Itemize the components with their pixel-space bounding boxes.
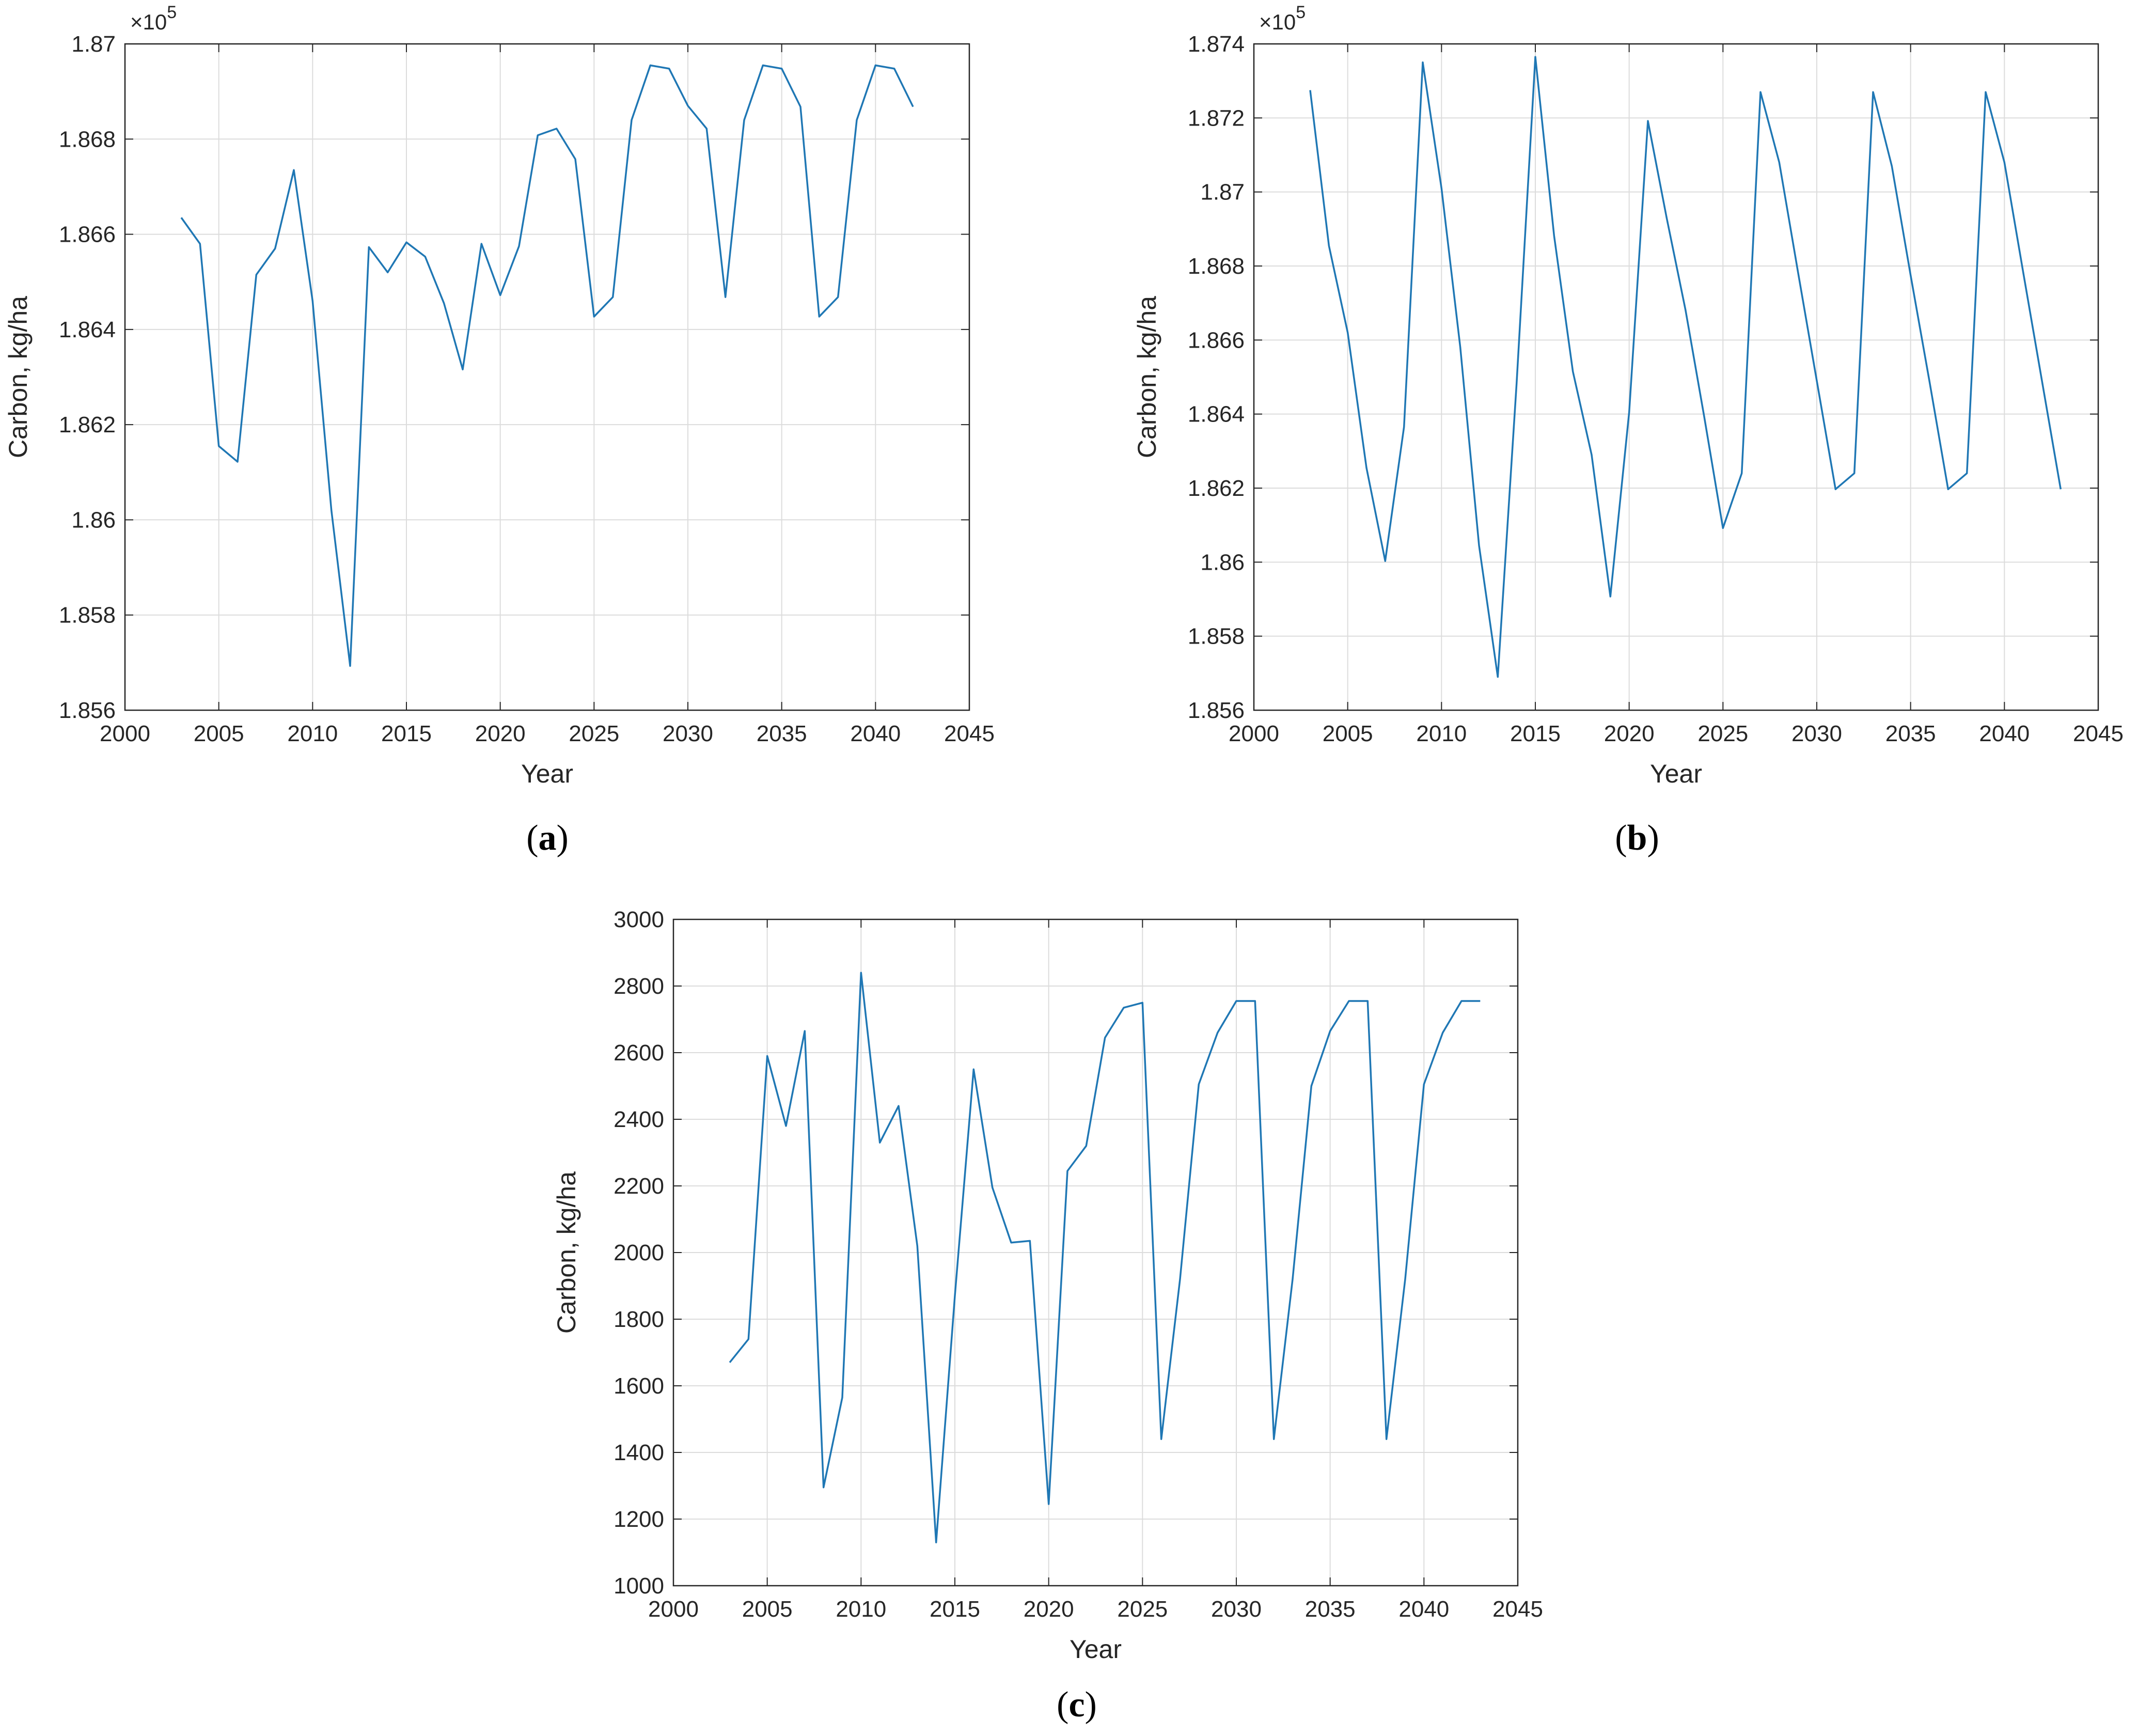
y-axis-label: Carbon, kg/ha — [4, 296, 33, 458]
y-tick-label: 1.856 — [59, 698, 116, 723]
x-tick-label: 2030 — [1211, 1597, 1262, 1622]
x-tick-label: 2015 — [381, 721, 432, 746]
y-tick-label: 2600 — [614, 1040, 664, 1066]
y-tick-label: 1.872 — [1188, 105, 1245, 131]
panel-label: (c) — [1057, 1685, 1097, 1725]
x-tick-label: 2010 — [1416, 721, 1467, 746]
y-tick-label: 2800 — [614, 974, 664, 999]
axes-box — [1253, 43, 2099, 711]
y-tick-label: 1.86 — [1200, 550, 1245, 575]
panel-label-letter: c — [1068, 1685, 1084, 1725]
y-tick-label: 1600 — [614, 1373, 664, 1399]
axis-exponent-power: 5 — [167, 3, 177, 22]
x-tick-label: 2045 — [2073, 721, 2124, 746]
panel-label-close: ) — [1647, 818, 1659, 858]
y-tick-label: 1800 — [614, 1307, 664, 1332]
y-tick-label: 3000 — [614, 907, 664, 932]
y-tick-label: 1.864 — [1188, 402, 1245, 427]
y-tick-label: 1.86 — [71, 507, 116, 533]
x-tick-label: 2025 — [1117, 1597, 1168, 1622]
y-tick-label: 1.862 — [59, 412, 116, 437]
panel-label-open: ( — [1615, 818, 1627, 858]
y-tick-label: 1.856 — [1188, 698, 1245, 723]
x-tick-label: 2015 — [1510, 721, 1561, 746]
x-tick-label: 2030 — [1791, 721, 1842, 746]
axis-exponent-base: ×10 — [1259, 10, 1296, 34]
y-tick-label: 1400 — [614, 1440, 664, 1465]
panel-c: 2000 2005 2010 2015 2020 2025 2030 2035 2040 2045… — [552, 907, 1543, 1725]
x-tick-label: 2010 — [836, 1597, 886, 1622]
y-tick-label: 1.858 — [1188, 624, 1245, 649]
panel-label-letter: a — [539, 818, 557, 858]
panel-label-open: ( — [526, 818, 538, 858]
x-axis-label: Year — [521, 759, 573, 788]
y-tick-label: 1.868 — [1188, 254, 1245, 279]
panel-label: (a) — [526, 818, 569, 858]
x-tick-label: 2010 — [287, 721, 338, 746]
y-tick-label: 1.87 — [71, 32, 116, 57]
x-tick-label: 2040 — [1979, 721, 2030, 746]
y-tick-label: 2400 — [614, 1107, 664, 1132]
axis-exponent-power: 5 — [1296, 3, 1306, 22]
x-tick-label: 2035 — [1305, 1597, 1356, 1622]
x-tick-label: 2015 — [930, 1597, 980, 1622]
x-tick-label: 2000 — [648, 1597, 699, 1622]
x-tick-label: 2005 — [1323, 721, 1373, 746]
y-tick-label: 1.866 — [59, 222, 116, 247]
panel-label-close: ) — [1085, 1685, 1097, 1725]
y-tick-label: 2000 — [614, 1240, 664, 1265]
plot-area — [125, 44, 969, 710]
x-tick-label: 2005 — [194, 721, 244, 746]
panel-label-open: ( — [1057, 1685, 1068, 1725]
y-tick-label: 1.874 — [1188, 32, 1245, 57]
y-tick-label: 1200 — [614, 1507, 664, 1532]
x-tick-label: 2005 — [742, 1597, 793, 1622]
x-tick-label: 2035 — [757, 721, 807, 746]
y-tick-label: 1000 — [614, 1573, 664, 1599]
x-tick-label: 2045 — [1492, 1597, 1543, 1622]
y-axis-label: Carbon, kg/ha — [552, 1171, 581, 1334]
x-tick-label: 2040 — [850, 721, 901, 746]
x-tick-label: 2000 — [1229, 721, 1279, 746]
series-line — [180, 64, 914, 667]
x-tick-label: 2035 — [1885, 721, 1936, 746]
panel-label-letter: b — [1627, 818, 1647, 858]
x-tick-label: 2045 — [944, 721, 995, 746]
axes-box — [672, 918, 1519, 1587]
axis-exponent-base: ×10 — [130, 10, 167, 34]
y-tick-label: 1.858 — [59, 603, 116, 628]
panel-label-close: ) — [557, 818, 569, 858]
y-tick-label: 1.866 — [1188, 327, 1245, 353]
y-tick-label: 1.868 — [59, 127, 116, 152]
x-tick-label: 2025 — [569, 721, 619, 746]
x-tick-label: 2030 — [663, 721, 713, 746]
x-tick-label: 2000 — [100, 721, 150, 746]
panel-label: (b) — [1615, 818, 1659, 858]
axis-exponent: ×105 — [1259, 3, 1306, 34]
x-tick-label: 2020 — [475, 721, 526, 746]
panel-a: 2000 2005 2010 2015 2020 2025 2030 2035 2040 2045… — [4, 3, 995, 858]
panel-b: 2000 2005 2010 2015 2020 2025 2030 2035 2040 2045… — [1133, 3, 2124, 858]
axes-box — [124, 43, 970, 711]
y-tick-label: 1.864 — [59, 317, 116, 342]
x-axis-label: Year — [1650, 759, 1702, 788]
x-tick-label: 2025 — [1697, 721, 1748, 746]
axis-exponent: ×105 — [130, 3, 177, 34]
y-tick-label: 1.862 — [1188, 476, 1245, 501]
x-axis-label: Year — [1070, 1635, 1122, 1664]
y-tick-label: 1.87 — [1200, 180, 1245, 205]
x-tick-label: 2040 — [1398, 1597, 1449, 1622]
x-tick-label: 2020 — [1604, 721, 1655, 746]
x-tick-label: 2020 — [1024, 1597, 1074, 1622]
y-tick-label: 2200 — [614, 1174, 664, 1199]
plot-area — [1254, 44, 2098, 710]
y-axis-label: Carbon, kg/ha — [1133, 296, 1161, 458]
